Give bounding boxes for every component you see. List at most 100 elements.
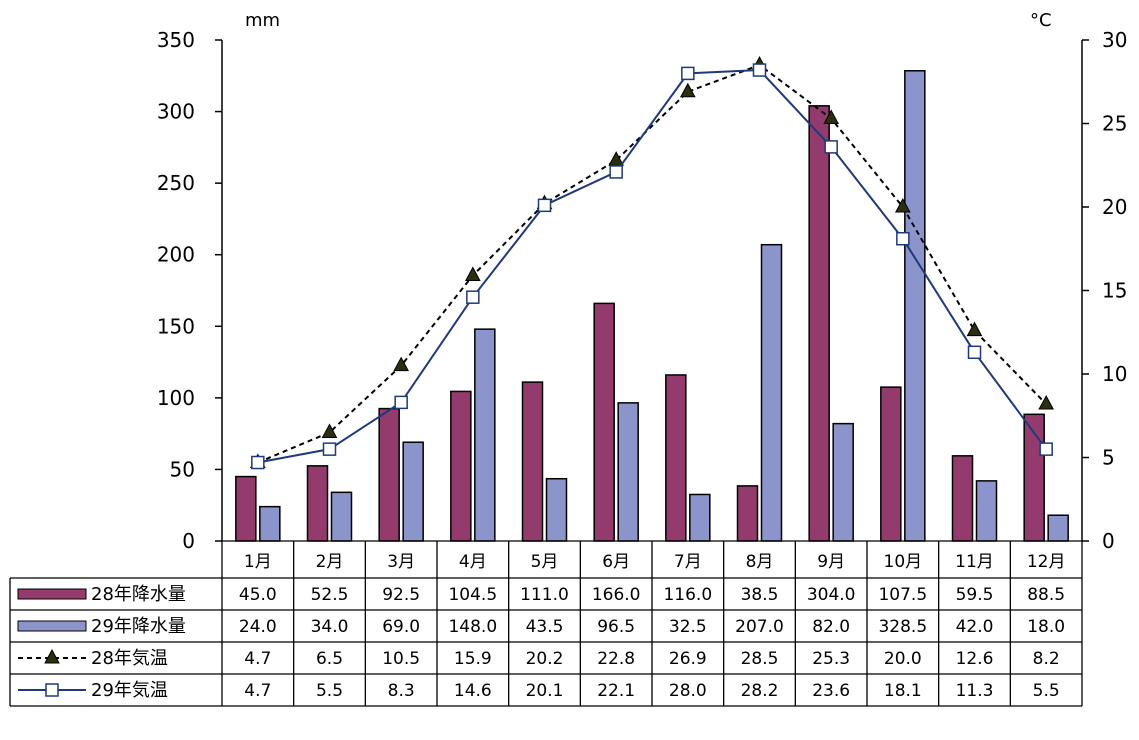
legend-label-28年気温: 28年気温 — [91, 648, 168, 669]
marker-28年気温-10月 — [894, 197, 911, 213]
table-cell: 88.5 — [1027, 585, 1065, 605]
marker-28年気温-12月 — [1038, 395, 1055, 410]
line-28年気温 — [257, 63, 1047, 464]
table-cell: 116.0 — [663, 585, 712, 605]
table-cell: 43.5 — [526, 617, 564, 637]
month-label: 4月 — [459, 552, 487, 572]
marker-28年気温-7月 — [679, 82, 696, 98]
marker-29年気温-5月 — [537, 198, 552, 213]
table-cell: 107.5 — [878, 585, 927, 605]
table-cell: 28.2 — [741, 681, 779, 701]
left-axis-unit: mm — [245, 10, 280, 31]
right-tick-label: 0 — [1102, 529, 1115, 553]
bar-28年降水量-7月 — [665, 374, 687, 542]
marker-29年気温-11月 — [967, 345, 982, 360]
bar-29年降水量-3月 — [402, 441, 424, 542]
table-cell: 42.0 — [956, 617, 994, 637]
legend-swatch-28年降水量 — [17, 588, 87, 600]
table-cell: 25.3 — [812, 649, 850, 669]
left-tick-label: 150 — [157, 314, 195, 338]
table-cell: 15.9 — [454, 649, 492, 669]
marker-29年気温-9月 — [824, 140, 838, 154]
left-tick-label: 350 — [157, 28, 195, 52]
month-label: 12月 — [1027, 552, 1066, 572]
table-cell: 10.5 — [382, 649, 420, 669]
month-label: 7月 — [674, 552, 702, 572]
line-29年気温 — [257, 69, 1047, 464]
marker-28年気温-6月 — [608, 151, 625, 166]
left-tick-label: 300 — [157, 100, 195, 124]
bar-29年降水量-9月 — [832, 422, 854, 542]
bar-29年降水量-2月 — [330, 491, 353, 542]
table-cell: 8.3 — [388, 681, 415, 701]
legend-label-28年降水量: 28年降水量 — [91, 584, 186, 605]
table-cell: 20.2 — [526, 649, 564, 669]
table-cell: 38.5 — [741, 585, 779, 605]
marker-29年気温-1月 — [251, 455, 265, 470]
legend-swatch-29年降水量 — [17, 620, 87, 632]
left-tick-label: 100 — [157, 386, 195, 410]
table-cell: 52.5 — [311, 585, 349, 605]
right-tick-label: 5 — [1102, 446, 1115, 470]
right-tick-label: 15 — [1102, 279, 1127, 303]
table-cell: 8.2 — [1033, 649, 1060, 669]
bar-28年降水量-1月 — [235, 475, 257, 542]
legend-label-29年気温: 29年気温 — [91, 680, 168, 701]
table-cell: 69.0 — [382, 617, 420, 637]
bar-29年降水量-8月 — [760, 243, 783, 542]
marker-28年気温-11月 — [966, 321, 983, 337]
table-cell: 45.0 — [239, 585, 277, 605]
legend-marker-29年気温 — [45, 683, 59, 697]
marker-28年気温-3月 — [393, 356, 410, 372]
bar-28年降水量-2月 — [306, 465, 329, 542]
bars-layer — [235, 70, 1069, 542]
legend-marker-28年気温 — [44, 648, 60, 664]
table-cell: 23.6 — [812, 681, 850, 701]
table-cell: 22.8 — [597, 649, 635, 669]
bar-28年降水量-8月 — [736, 485, 759, 542]
bar-28年降水量-4月 — [450, 390, 472, 542]
left-tick-label: 200 — [157, 243, 195, 267]
month-label: 1月 — [244, 552, 272, 572]
marker-28年気温-9月 — [823, 109, 840, 124]
table-cell: 12.6 — [956, 649, 994, 669]
table-cell: 18.0 — [1027, 617, 1065, 637]
left-tick-label: 50 — [170, 457, 195, 481]
table-cell: 26.9 — [669, 649, 707, 669]
bar-29年降水量-11月 — [975, 480, 998, 542]
table-cell: 207.0 — [735, 617, 784, 637]
marker-29年気温-6月 — [609, 165, 623, 179]
table-cell: 111.0 — [520, 585, 569, 605]
marker-29年気温-3月 — [394, 395, 408, 410]
month-label: 8月 — [746, 552, 774, 572]
table-cell: 148.0 — [448, 617, 497, 637]
month-label: 10月 — [884, 552, 923, 572]
left-tick-label: 250 — [157, 171, 195, 195]
legend-label-29年降水量: 29年降水量 — [91, 616, 186, 637]
table-cell: 328.5 — [878, 617, 927, 637]
data-table: 1月 2月 3月 4月 5月 6月 7月 8月 9月 10月 11月 12月 28年降水量 45.0 52.… — [9, 540, 1083, 707]
table-cell: 34.0 — [311, 617, 349, 637]
marker-29年気温-7月 — [681, 66, 695, 81]
marker-28年気温-4月 — [464, 266, 481, 281]
marker-29年気温-4月 — [466, 290, 480, 304]
month-label: 11月 — [955, 552, 994, 572]
month-label: 3月 — [387, 552, 415, 572]
table-cell: 304.0 — [807, 585, 856, 605]
month-label: 2月 — [316, 552, 344, 572]
table-cell: 166.0 — [592, 585, 641, 605]
marker-29年気温-12月 — [1039, 442, 1053, 456]
right-tick-label: 25 — [1102, 112, 1127, 136]
bar-29年降水量-12月 — [1047, 514, 1069, 542]
bar-29年降水量-6月 — [617, 402, 639, 542]
table-cell: 5.5 — [316, 681, 343, 701]
bar-28年降水量-9月 — [808, 105, 830, 542]
bar-29年降水量-4月 — [474, 328, 496, 542]
bar-28年降水量-11月 — [951, 455, 974, 542]
bar-28年降水量-6月 — [593, 302, 615, 542]
right-tick-label: 10 — [1102, 362, 1127, 386]
table-cell: 104.5 — [448, 585, 497, 605]
marker-29年気温-2月 — [322, 442, 337, 456]
table-cell: 4.7 — [244, 649, 271, 669]
right-tick-label: 30 — [1102, 28, 1127, 52]
